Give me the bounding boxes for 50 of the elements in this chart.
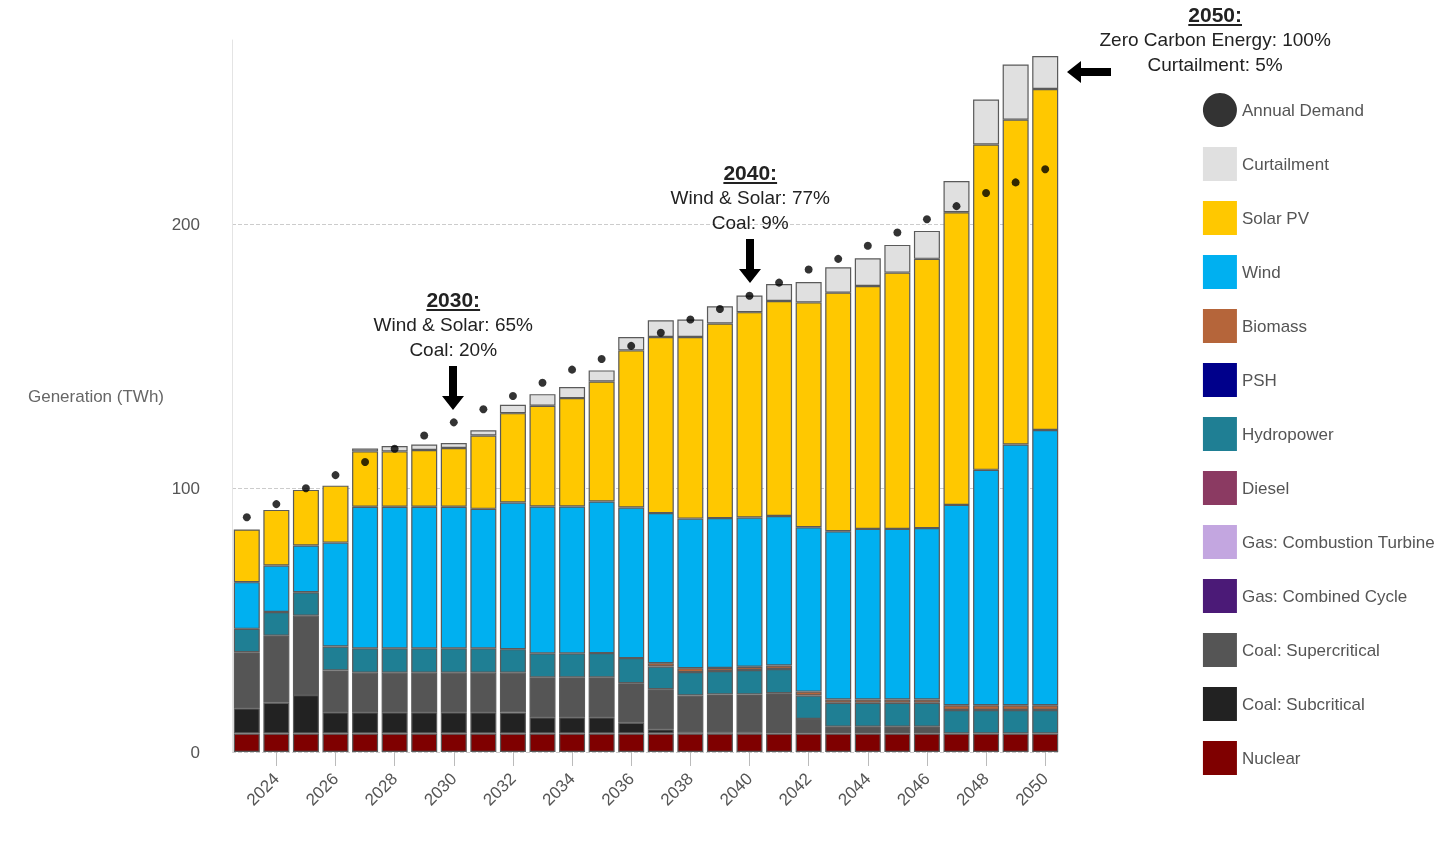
point <box>775 278 784 287</box>
point <box>508 392 517 400</box>
annotation: 2030: Wind & Solar: 65% Coal: 20% <box>373 287 533 362</box>
point <box>952 202 961 211</box>
annotation: 2040: Wind & Solar: 77% Coal: 9% <box>670 160 830 235</box>
point <box>715 304 724 313</box>
legend-label: Curtailment <box>1241 154 1330 174</box>
bar <box>736 733 763 752</box>
legend-label: Nuclear <box>1241 748 1301 768</box>
point <box>863 241 872 250</box>
y-axis-title: Generation (TWh) <box>27 386 164 406</box>
point <box>449 418 458 427</box>
legend-label: Biomass <box>1241 316 1308 336</box>
text: 2050: Zero Carbon Energy: 100% Curtailment: 5% <box>1099 2 1331 77</box>
point <box>568 365 577 374</box>
point <box>745 291 754 300</box>
y-tick-label: 200 <box>171 215 200 235</box>
point <box>804 265 813 274</box>
bar <box>647 733 674 752</box>
legend-label: Wind <box>1241 262 1281 282</box>
legend-label: Gas: Combined Cycle <box>1241 586 1408 606</box>
legend-label: Coal: Subcritical <box>1241 694 1365 714</box>
y-tick-label: 100 <box>171 478 200 498</box>
point <box>420 431 429 440</box>
bar <box>706 733 733 752</box>
point <box>834 254 843 263</box>
point <box>982 188 991 197</box>
legend-label: Annual Demand <box>1241 100 1364 120</box>
point <box>361 457 370 466</box>
point <box>331 471 340 480</box>
point <box>538 378 547 387</box>
point <box>1011 178 1020 187</box>
legend-label: Gas: Combustion Turbine <box>1241 532 1435 552</box>
legend-label: Coal: Supercritical <box>1241 640 1380 660</box>
point <box>597 355 606 364</box>
point <box>272 500 281 509</box>
point <box>1041 165 1050 174</box>
point <box>390 444 399 453</box>
y-tick-label: 0 <box>190 742 200 762</box>
point <box>686 315 695 324</box>
point <box>301 484 310 493</box>
legend-label: Solar PV <box>1241 208 1310 228</box>
bar <box>677 733 704 752</box>
legend-label: PSH <box>1241 370 1277 390</box>
point <box>479 405 488 414</box>
point <box>922 215 931 224</box>
point <box>893 228 902 237</box>
legend-label: Hydropower <box>1241 424 1334 444</box>
point <box>242 513 251 522</box>
legend-label: Diesel <box>1241 478 1290 498</box>
